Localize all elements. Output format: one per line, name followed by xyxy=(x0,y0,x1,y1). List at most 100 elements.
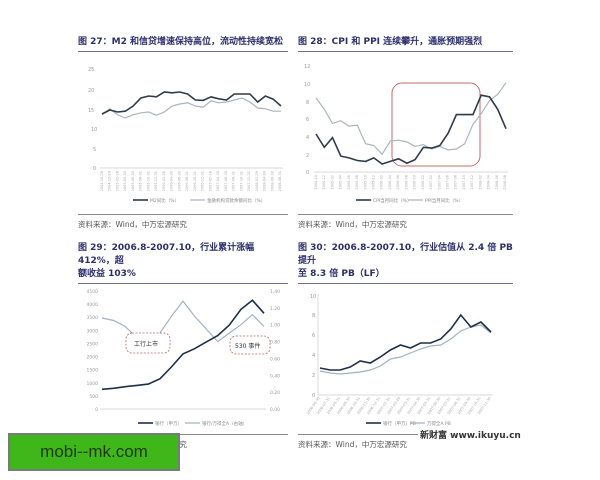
svg-text:银行（申万）PB: 银行（申万）PB xyxy=(383,420,416,426)
svg-text:500: 500 xyxy=(89,394,98,400)
svg-text:8: 8 xyxy=(312,313,315,319)
figure-29-title-line2: 额收益 103% xyxy=(78,269,136,279)
svg-text:PPI当月同比（%）: PPI当月同比（%） xyxy=(425,197,463,204)
annotation-530-event: 530 事件 xyxy=(229,335,271,355)
svg-text:0.40: 0.40 xyxy=(270,373,280,379)
figure-29-legend: 银行（申万） 银行/万得全A（右轴） xyxy=(138,420,247,426)
svg-text:2007-04-30: 2007-04-30 xyxy=(216,171,220,191)
svg-text:2008-04: 2008-04 xyxy=(487,174,491,189)
svg-text:5: 5 xyxy=(93,147,96,153)
svg-text:2005-08-31: 2005-08-31 xyxy=(139,171,143,191)
svg-text:2005-02: 2005-02 xyxy=(330,175,334,190)
svg-text:4: 4 xyxy=(306,135,309,141)
svg-text:0.80: 0.80 xyxy=(270,340,280,346)
svg-text:2006-08-31: 2006-08-31 xyxy=(185,171,189,191)
svg-text:3500: 3500 xyxy=(87,315,99,321)
svg-text:2007-04: 2007-04 xyxy=(437,174,441,189)
svg-text:0: 0 xyxy=(312,393,315,399)
svg-text:2000: 2000 xyxy=(87,355,99,361)
svg-text:1.40: 1.40 xyxy=(270,289,280,295)
svg-text:0: 0 xyxy=(306,170,309,176)
svg-text:2007-12-31: 2007-12-31 xyxy=(247,171,251,191)
figure-30-title-line2: 至 8.3 倍 PB（LF） xyxy=(298,269,385,279)
highlight-box xyxy=(391,82,481,167)
svg-text:10: 10 xyxy=(304,82,310,88)
svg-text:2006-04: 2006-04 xyxy=(388,174,392,189)
svg-text:25: 25 xyxy=(88,67,94,73)
svg-text:10: 10 xyxy=(310,294,316,300)
svg-text:CPI当月同比（%）: CPI当月同比（%） xyxy=(373,197,411,204)
svg-text:2007-06: 2007-06 xyxy=(445,175,449,190)
figure-27-title: 图 27：M2 和信贷增速保持高位，流动性持续宽松 xyxy=(78,36,288,52)
svg-text:2006-06: 2006-06 xyxy=(396,175,400,190)
figure-29-title: 图 29：2006.8-2007.10，行业累计涨幅 412%，超 额收益 10… xyxy=(78,242,288,284)
svg-text:2007-12: 2007-12 xyxy=(470,175,474,190)
figure-29-chart: 0 500 1000 1500 2000 2500 3000 3500 4000 4500 0.0… xyxy=(87,289,281,426)
svg-text:2008-06-30: 2008-06-30 xyxy=(270,171,274,191)
svg-text:4000: 4000 xyxy=(87,302,99,308)
svg-text:0: 0 xyxy=(93,166,96,172)
svg-text:2008-02: 2008-02 xyxy=(478,175,482,190)
svg-text:2006-04-30: 2006-04-30 xyxy=(170,171,174,191)
figure-27: 图 27：M2 和信贷增速保持高位，流动性持续宽松 25 20 15 10 5 0 20… xyxy=(78,36,288,230)
svg-text:3000: 3000 xyxy=(87,328,99,334)
svg-text:0.20: 0.20 xyxy=(270,390,280,396)
svg-text:2: 2 xyxy=(312,373,315,379)
svg-text:2006-02-28: 2006-02-28 xyxy=(162,171,166,191)
figure-29-title-line1: 图 29：2006.8-2007.10，行业累计涨幅 412%，超 xyxy=(78,243,255,266)
figure-27-chart: 25 20 15 10 5 0 2004-10-29 2004-12-29 2005-02-… xyxy=(88,67,283,204)
svg-text:2007-08-31: 2007-08-31 xyxy=(232,171,236,191)
site-watermark: 新财富 www.ikuyu.cn xyxy=(420,431,521,441)
svg-text:1000: 1000 xyxy=(87,381,99,387)
svg-text:2006-06-30: 2006-06-30 xyxy=(177,171,181,191)
svg-text:2005-04: 2005-04 xyxy=(339,174,343,189)
figure-28-source: 资料来源：Wind，中万宏源研究 xyxy=(298,214,513,230)
svg-text:工行上市: 工行上市 xyxy=(134,340,158,348)
svg-text:1.20: 1.20 xyxy=(270,306,280,312)
watermark-banner: mobi--mk.com xyxy=(8,433,180,471)
svg-text:12: 12 xyxy=(304,64,310,70)
svg-text:2005-12: 2005-12 xyxy=(372,175,376,190)
figure-28-chart: 12 10 8 6 4 2 0 2004-10 2004-12 2005-02 2005-04 2… xyxy=(304,64,508,204)
svg-text:2005-08: 2005-08 xyxy=(355,175,359,190)
svg-text:2004-12-29: 2004-12-29 xyxy=(108,171,112,191)
figure-27-source: 资料来源：Wind，中万宏源研究 xyxy=(78,214,288,230)
svg-text:2: 2 xyxy=(306,153,309,159)
svg-text:6: 6 xyxy=(312,333,315,339)
svg-text:万得全A PB: 万得全A PB xyxy=(427,420,451,426)
svg-text:2005-12-31: 2005-12-31 xyxy=(154,171,158,191)
svg-text:银行/万得全A（右轴）: 银行/万得全A（右轴） xyxy=(202,420,247,426)
svg-text:4: 4 xyxy=(312,353,315,359)
svg-text:2005-04-30: 2005-04-30 xyxy=(123,171,127,191)
svg-text:2005-06: 2005-06 xyxy=(347,175,351,190)
svg-text:2500: 2500 xyxy=(87,341,99,347)
svg-text:2006-10: 2006-10 xyxy=(413,175,417,190)
svg-text:2007-06-30: 2007-06-30 xyxy=(224,171,228,191)
figure-30-title-line1: 图 30：2006.8-2007.10，行业估值从 2.4 倍 PB 提升 xyxy=(298,243,513,266)
svg-text:2007-08: 2007-08 xyxy=(454,175,458,190)
svg-text:2005-06-30: 2005-06-30 xyxy=(131,171,135,191)
svg-text:2007-10: 2007-10 xyxy=(462,175,466,190)
figure-28: 图 28：CPI 和 PPI 连续攀升，通胀预期强烈 12 10 8 6 4 2 0 20… xyxy=(298,36,513,230)
figure-28-legend: CPI当月同比（%） PPI当月同比（%） xyxy=(356,197,463,204)
svg-text:0.60: 0.60 xyxy=(270,356,280,362)
svg-text:2007-02: 2007-02 xyxy=(429,175,433,190)
svg-text:2008-08-31: 2008-08-31 xyxy=(278,171,282,191)
svg-text:2006-12: 2006-12 xyxy=(421,175,425,190)
svg-text:2005-10: 2005-10 xyxy=(363,175,367,190)
svg-text:2005-10-31: 2005-10-31 xyxy=(146,171,150,191)
svg-text:0: 0 xyxy=(95,407,98,413)
svg-text:金融机构贷款余额同比（%）: 金融机构贷款余额同比（%） xyxy=(207,197,265,204)
figure-30-legend: 银行（申万）PB 万得全A PB xyxy=(366,420,451,426)
svg-text:2006-02: 2006-02 xyxy=(380,175,384,190)
svg-text:1500: 1500 xyxy=(87,368,99,374)
svg-text:20: 20 xyxy=(88,88,94,94)
svg-text:M2同比（%）: M2同比（%） xyxy=(150,197,179,204)
svg-text:15: 15 xyxy=(88,108,94,114)
svg-text:6: 6 xyxy=(306,117,309,123)
svg-text:1.00: 1.00 xyxy=(270,323,280,329)
svg-text:2004-12: 2004-12 xyxy=(322,175,326,190)
svg-text:2006-08: 2006-08 xyxy=(404,175,408,190)
svg-text:2004-10-29: 2004-10-29 xyxy=(100,171,104,191)
